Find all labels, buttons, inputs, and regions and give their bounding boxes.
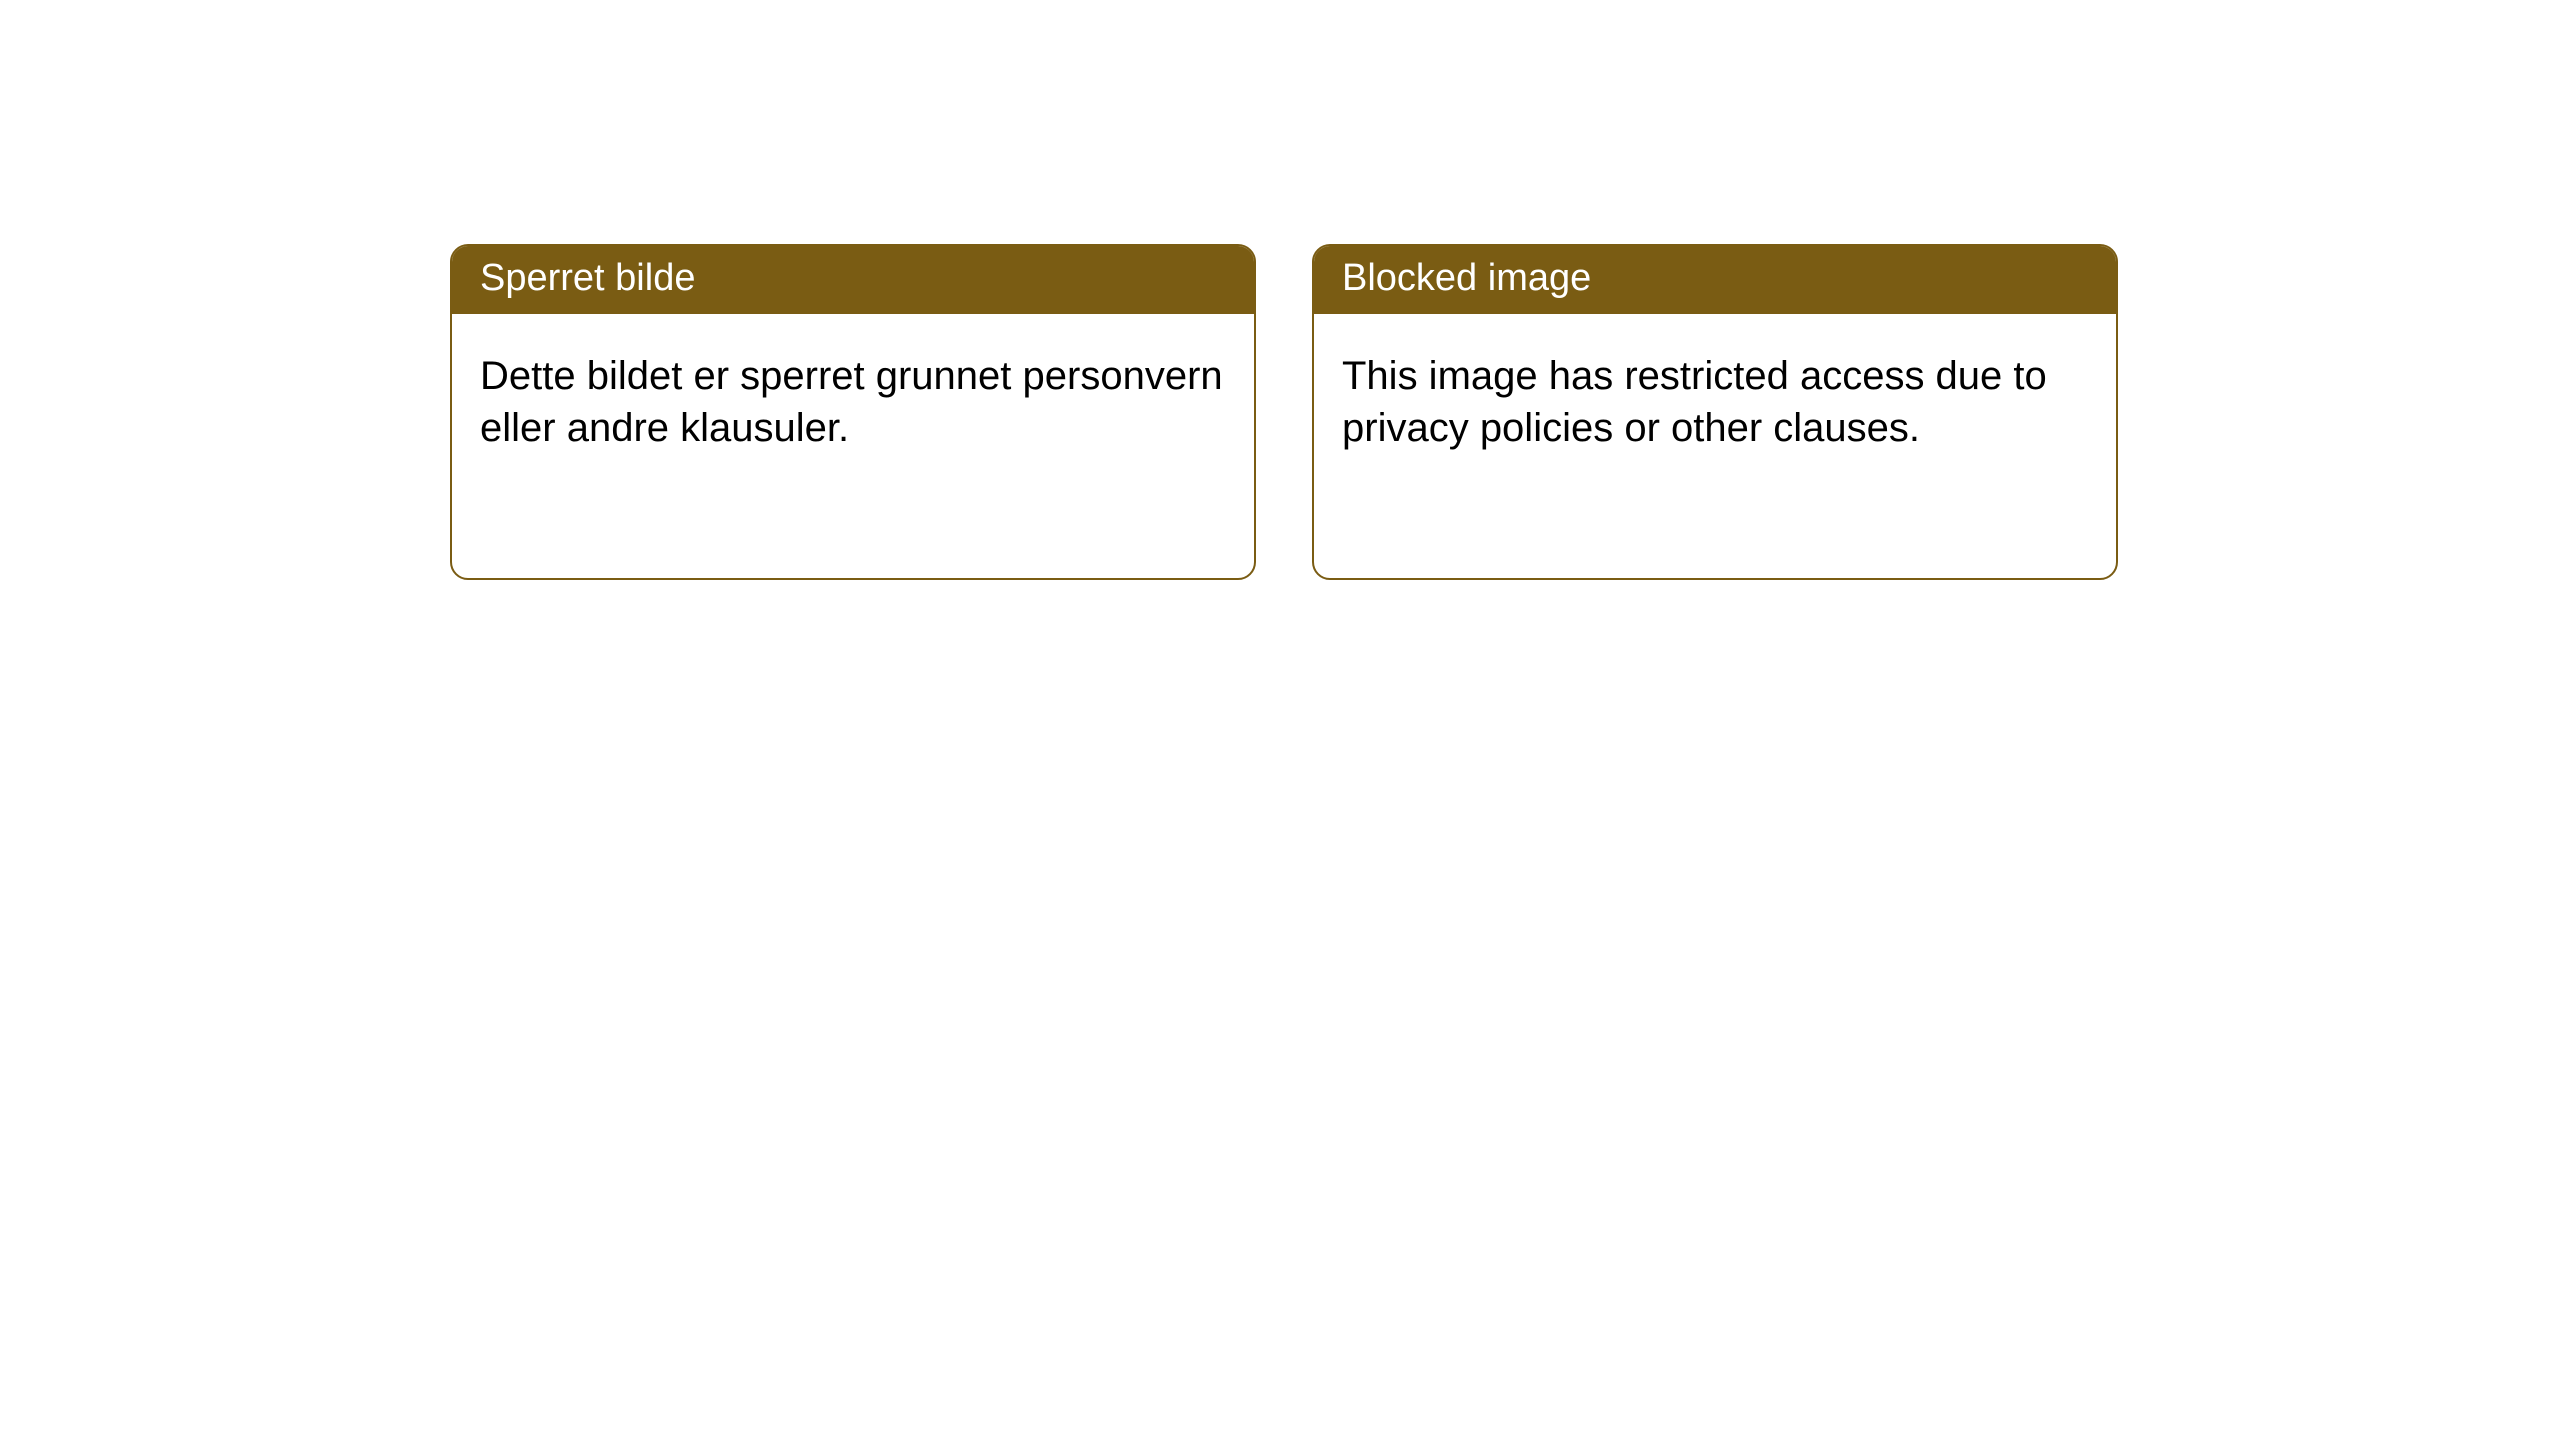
notice-container: Sperret bilde Dette bildet er sperret gr…: [0, 0, 2560, 580]
notice-body: This image has restricted access due to …: [1314, 314, 2116, 492]
notice-title: Blocked image: [1314, 246, 2116, 314]
notice-card-english: Blocked image This image has restricted …: [1312, 244, 2118, 580]
notice-title: Sperret bilde: [452, 246, 1254, 314]
notice-card-norwegian: Sperret bilde Dette bildet er sperret gr…: [450, 244, 1256, 580]
notice-body: Dette bildet er sperret grunnet personve…: [452, 314, 1254, 492]
